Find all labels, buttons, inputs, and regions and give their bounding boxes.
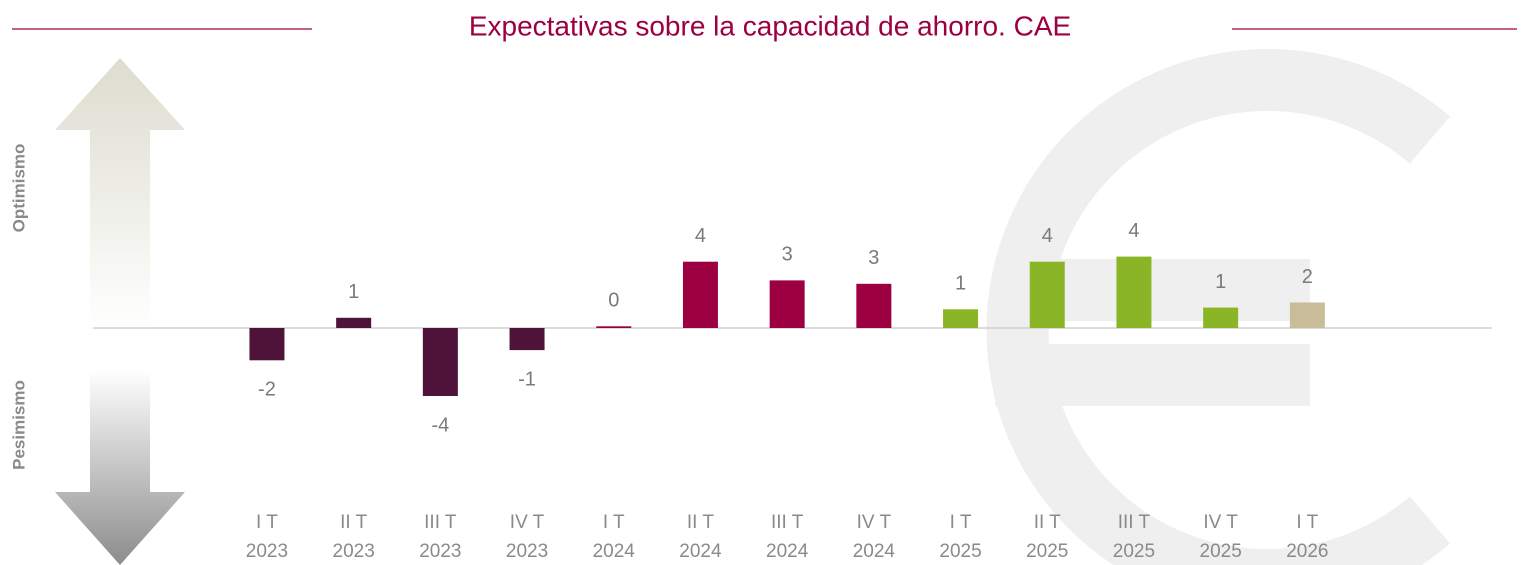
- data-label: 1: [348, 281, 359, 303]
- data-label: 4: [1042, 225, 1053, 247]
- x-tick-label: II T 2025: [1026, 512, 1068, 562]
- data-label: 2: [1302, 266, 1313, 288]
- data-label: -2: [258, 379, 276, 401]
- x-tick-label: IV T 2025: [1200, 512, 1242, 562]
- x-tick-label: IV T 2023: [506, 512, 548, 562]
- bar: [1116, 256, 1152, 328]
- bar: [943, 309, 979, 328]
- x-tick-label: II T 2024: [679, 512, 722, 562]
- bar: [1289, 302, 1325, 328]
- data-label: 3: [868, 247, 879, 269]
- bar: [422, 328, 458, 396]
- data-label: 1: [1215, 271, 1226, 293]
- data-label: 4: [695, 225, 706, 247]
- annotation: Optimismo: [9, 144, 28, 233]
- data-label: 1: [955, 273, 966, 295]
- x-tick-label: III T 2023: [419, 512, 461, 562]
- annotation: Pesimismo: [9, 380, 28, 470]
- bar: [682, 261, 718, 328]
- bar: [249, 328, 285, 361]
- chart-title: Expectativas sobre la capacidad de ahorr…: [469, 10, 1071, 41]
- x-tick-label: IV T 2024: [853, 512, 896, 562]
- up-arrow: [55, 58, 185, 330]
- x-tick-label: I T 2026: [1286, 512, 1328, 562]
- bar: [769, 280, 805, 328]
- data-label: 0: [608, 290, 619, 312]
- x-tick-label: I T 2025: [939, 512, 981, 562]
- bar: [1029, 261, 1065, 328]
- x-tick-label: I T 2024: [593, 512, 636, 562]
- x-tick-label: III T 2024: [766, 512, 809, 562]
- data-label: -1: [518, 368, 536, 390]
- bar: [509, 328, 545, 351]
- data-label: -4: [431, 414, 449, 436]
- data-label: 4: [1128, 220, 1139, 242]
- bar: [1203, 307, 1239, 328]
- x-tick-label: I T 2023: [246, 512, 288, 562]
- bar: [596, 326, 632, 328]
- x-tick-label: II T 2023: [333, 512, 375, 562]
- x-tick-label: III T 2025: [1113, 512, 1155, 562]
- down-arrow: [55, 370, 185, 565]
- bar: [856, 283, 892, 328]
- bar: [336, 317, 372, 328]
- data-label: 3: [782, 244, 793, 266]
